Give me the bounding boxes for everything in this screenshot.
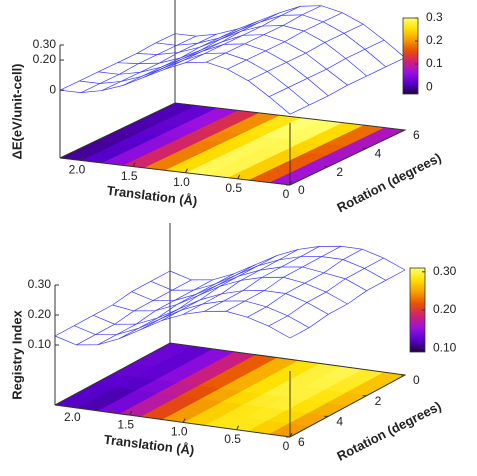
x-tick <box>237 174 241 180</box>
z-tick-label: 0.20 <box>28 307 52 321</box>
wire-line <box>93 290 329 325</box>
wire-line <box>101 33 217 91</box>
y-tick-label: 2 <box>336 165 343 179</box>
colorbar-tick-label: 0.2 <box>426 33 443 47</box>
x-tick <box>182 418 186 423</box>
y-tick-label: 2 <box>375 394 382 408</box>
y-tick-label: 0 <box>298 183 305 197</box>
x-tick <box>132 162 136 167</box>
wire-line <box>248 23 364 81</box>
wire-line <box>206 5 322 63</box>
x-tick <box>289 180 293 186</box>
wire-line <box>289 57 406 115</box>
wire-line <box>204 246 320 312</box>
z-tick-label: 0.30 <box>33 37 57 51</box>
z-axis-label: Registry Index <box>9 309 24 399</box>
z-tick-label: 0.10 <box>28 337 52 351</box>
wire-line <box>247 248 363 318</box>
wire-line <box>227 12 343 70</box>
wire-line <box>143 20 259 78</box>
x-tick-label: 0 <box>283 439 290 453</box>
x-tick-label: 0.5 <box>225 181 242 195</box>
surface-plot: 0.100.200.302.01.51.00.50 6420Translation… <box>9 223 457 464</box>
colorbar-tick-label: 0 <box>426 79 433 93</box>
z-tick-label: 0.30 <box>28 277 52 291</box>
y-axis-label: Rotation (degrees) <box>334 150 443 216</box>
wire-line <box>80 35 197 93</box>
x-tick-label: 1.0 <box>173 175 190 189</box>
x-tick-label: 1.5 <box>121 169 138 183</box>
y-axis-label: Rotation (degrees) <box>334 398 443 464</box>
wire-line <box>59 61 291 115</box>
wire-line <box>122 28 238 86</box>
y-tick-label: 4 <box>375 147 382 161</box>
wire-line <box>112 276 348 312</box>
colorbar-tick-label: 0.20 <box>433 302 457 316</box>
x-tick-label: 0.5 <box>224 432 241 446</box>
x-tick <box>236 425 240 430</box>
x-tick-label: 2.0 <box>69 163 86 177</box>
x-tick-label: 0 <box>283 187 290 201</box>
wire-line <box>225 245 342 312</box>
wire-line <box>54 270 171 337</box>
wire-line <box>76 279 192 346</box>
wire-line <box>289 269 406 339</box>
colorbar-tick-label: 0.10 <box>433 340 457 354</box>
y-tick-label: 4 <box>336 415 343 429</box>
y-tick-label: 6 <box>413 128 420 142</box>
wire-line <box>118 273 235 340</box>
wire-line <box>268 257 384 327</box>
wire-line <box>140 264 256 330</box>
x-tick <box>80 156 84 161</box>
x-tick-label: 1.0 <box>171 425 188 439</box>
wire-line <box>136 25 367 77</box>
x-tick-label: 2.0 <box>64 410 81 424</box>
x-tick <box>129 410 133 416</box>
wire-line <box>74 300 310 335</box>
x-tick <box>185 168 188 173</box>
wire-line <box>161 255 277 321</box>
wire-line <box>131 266 367 301</box>
colorbar-tick-label: 0.1 <box>426 56 443 70</box>
wire-line <box>98 43 329 97</box>
wire-line <box>150 256 387 291</box>
wire-line <box>97 279 213 346</box>
x-tick <box>75 403 79 409</box>
z-tick-label: 0.20 <box>33 52 57 66</box>
wire-line <box>174 5 406 58</box>
colorbar-tick-label: 0.3 <box>426 10 443 24</box>
y-tick-label: 6 <box>298 435 305 449</box>
colorbar-tick-label: 0.30 <box>433 264 457 278</box>
wire-line <box>164 12 280 70</box>
wire-line <box>54 310 291 346</box>
wire-line <box>183 249 299 315</box>
z-tick-label: 0 <box>49 82 56 96</box>
x-tick <box>289 432 293 438</box>
wire-line <box>169 245 406 281</box>
wire-line <box>155 14 387 68</box>
wire-line <box>185 5 301 64</box>
wire-line <box>79 52 310 106</box>
y-tick-label: 0 <box>413 373 420 387</box>
wire-line <box>59 33 176 91</box>
x-tick-label: 1.5 <box>117 417 134 431</box>
colorbar <box>402 17 419 95</box>
wire-line <box>117 34 348 86</box>
wire-line <box>268 39 385 97</box>
z-axis-label: ΔE(eV/unit-cell) <box>9 63 24 159</box>
